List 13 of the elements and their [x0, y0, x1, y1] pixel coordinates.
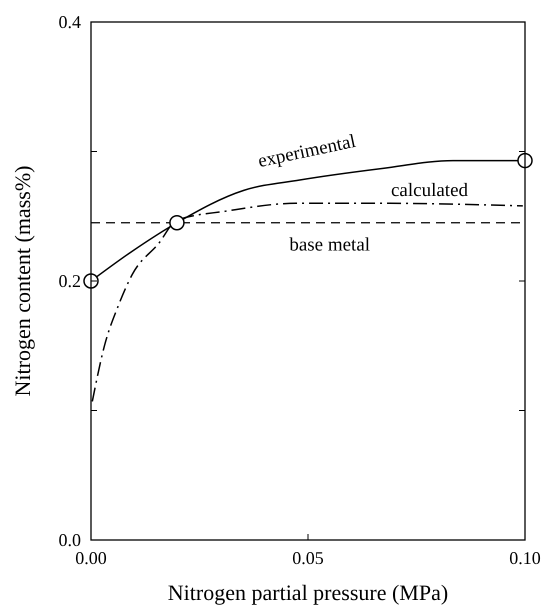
y-tick-label: 0.0	[58, 530, 81, 550]
y-tick-label: 0.2	[58, 271, 81, 291]
series-label: calculated	[391, 180, 469, 202]
y-axis-title: Nitrogen content (mass%)	[10, 166, 35, 396]
x-tick-label: 0.05	[292, 548, 324, 568]
point	[517, 152, 533, 168]
ref-line-label: base metal	[289, 234, 370, 256]
x-tick-label: 0.10	[509, 548, 541, 568]
point	[83, 273, 99, 289]
x-tick-label: 0.00	[75, 548, 107, 568]
x-axis-title: Nitrogen partial pressure (MPa)	[168, 580, 448, 605]
y-tick-label: 0.4	[58, 12, 81, 32]
point	[169, 214, 185, 230]
